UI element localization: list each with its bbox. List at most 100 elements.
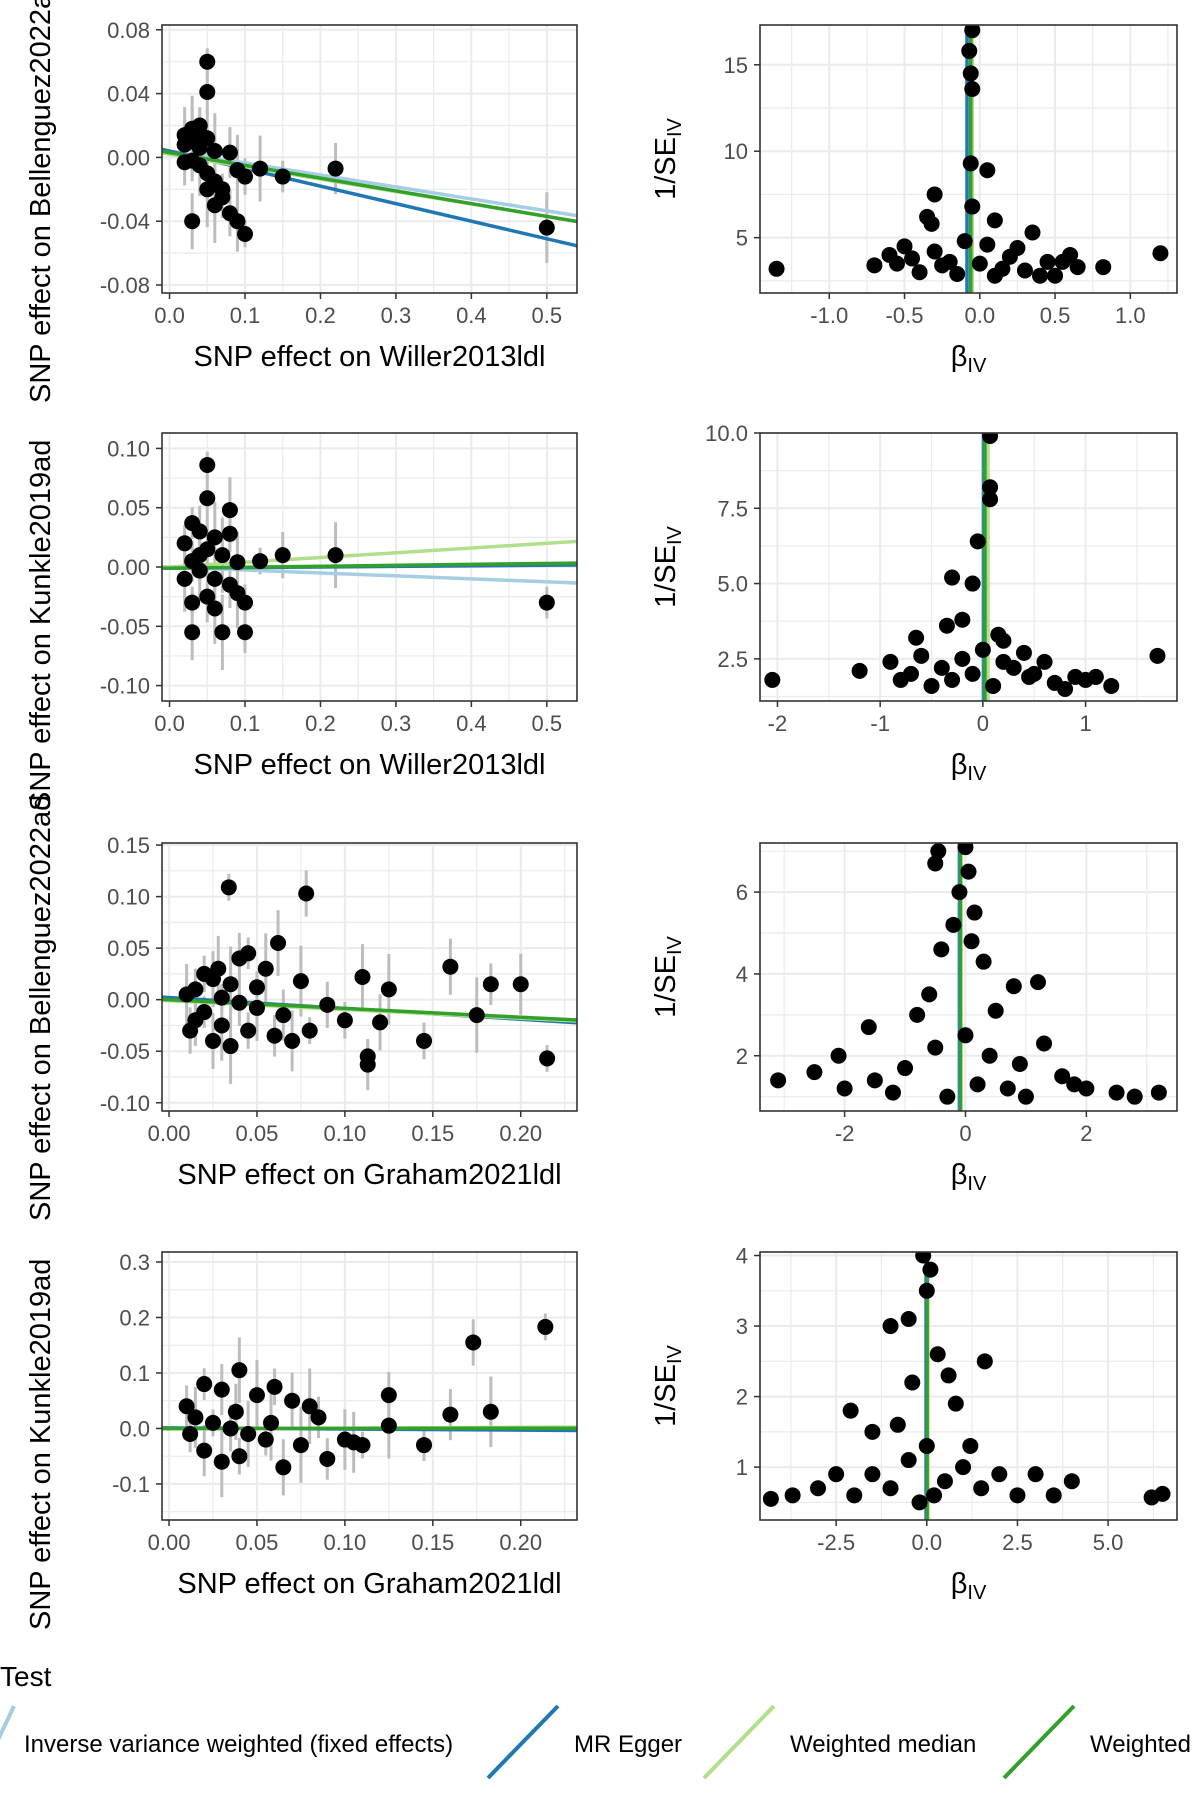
x-axis-title: SNP effect on Graham2021ldl xyxy=(177,1568,561,1600)
data-point xyxy=(944,570,960,586)
data-point xyxy=(930,1346,946,1362)
data-point xyxy=(987,212,1003,228)
data-point xyxy=(769,261,785,277)
x-tick-label: 0.1 xyxy=(230,711,261,736)
data-point xyxy=(231,1362,247,1378)
data-point xyxy=(1030,974,1046,990)
data-point xyxy=(249,1387,265,1403)
data-point xyxy=(1046,1487,1062,1503)
y-tick-label: 10.0 xyxy=(705,421,748,446)
data-point xyxy=(275,547,291,563)
data-point xyxy=(1070,259,1086,275)
data-point xyxy=(921,986,937,1002)
x-tick-label: 0.3 xyxy=(381,711,412,736)
data-point xyxy=(381,981,397,997)
y-axis-title: SNP effect on Bellenguez2022ad xyxy=(25,0,57,403)
data-point xyxy=(302,1023,318,1039)
data-point xyxy=(955,1459,971,1475)
data-point xyxy=(222,145,238,161)
y-tick-label: -0.10 xyxy=(100,674,150,699)
data-point xyxy=(537,1319,553,1335)
data-point xyxy=(222,502,238,518)
data-point xyxy=(973,1480,989,1496)
data-point xyxy=(249,1000,265,1016)
data-point xyxy=(442,959,458,975)
data-point xyxy=(1151,1085,1167,1101)
data-point xyxy=(941,1367,957,1383)
data-point xyxy=(275,169,291,185)
data-point xyxy=(1103,678,1119,694)
data-point xyxy=(1028,1466,1044,1482)
data-point xyxy=(319,1451,335,1467)
data-point xyxy=(1109,1085,1125,1101)
data-point xyxy=(465,1334,481,1350)
data-point xyxy=(883,1480,899,1496)
data-point xyxy=(934,257,950,273)
data-point xyxy=(1078,1080,1094,1096)
data-point xyxy=(770,1072,786,1088)
data-point xyxy=(275,1459,291,1475)
data-point xyxy=(927,1040,943,1056)
data-point xyxy=(922,1262,938,1278)
data-point xyxy=(1149,648,1165,664)
data-point xyxy=(919,1438,935,1454)
data-point xyxy=(890,1417,906,1433)
data-point xyxy=(901,1311,917,1327)
data-point xyxy=(995,633,1011,649)
y-axis-title: SNP effect on Bellenguez2022ad xyxy=(25,795,57,1221)
data-point xyxy=(1000,1080,1016,1096)
data-point xyxy=(1127,1089,1143,1105)
data-point xyxy=(945,917,961,933)
y-tick-label: -0.05 xyxy=(100,614,150,639)
y-tick-label: 0.05 xyxy=(107,936,150,961)
x-tick-label: 0.2 xyxy=(305,711,336,736)
x-tick-label: 2.5 xyxy=(1002,1530,1033,1555)
data-point xyxy=(229,554,245,570)
data-point xyxy=(199,457,215,473)
x-tick-label: 0.20 xyxy=(499,1121,542,1146)
data-point xyxy=(982,1048,998,1064)
data-point xyxy=(207,143,223,159)
data-point xyxy=(965,576,981,592)
data-point xyxy=(354,969,370,985)
data-point xyxy=(284,1393,300,1409)
data-point xyxy=(177,535,193,551)
data-point xyxy=(977,1353,993,1369)
data-point xyxy=(937,1473,953,1489)
x-tick-label: 0.1 xyxy=(230,303,261,328)
data-point xyxy=(249,979,265,995)
data-point xyxy=(199,84,215,100)
data-point xyxy=(1037,654,1053,670)
y-tick-label: 2 xyxy=(736,1385,748,1410)
y-tick-label: 0.0 xyxy=(119,1416,150,1441)
data-point xyxy=(1018,1089,1034,1105)
x-tick-label: 0.5 xyxy=(532,303,563,328)
data-point xyxy=(883,1318,899,1334)
data-point xyxy=(1006,978,1022,994)
data-point xyxy=(882,654,898,670)
data-point xyxy=(381,1387,397,1403)
data-point xyxy=(846,1487,862,1503)
data-point xyxy=(1032,268,1048,284)
data-point xyxy=(252,553,268,569)
x-tick-label: 0.10 xyxy=(323,1530,366,1555)
x-tick-label: -1.0 xyxy=(810,303,848,328)
y-tick-label: -0.04 xyxy=(100,209,150,234)
x-tick-label: 1.0 xyxy=(1115,303,1146,328)
data-point xyxy=(222,526,238,542)
x-tick-label: 0.15 xyxy=(411,1530,454,1555)
data-point xyxy=(904,1374,920,1390)
data-point xyxy=(904,250,920,266)
data-point xyxy=(237,624,253,640)
data-point xyxy=(810,1480,826,1496)
data-point xyxy=(1016,645,1032,661)
data-point xyxy=(483,1404,499,1420)
data-point xyxy=(177,571,193,587)
data-point xyxy=(1021,669,1037,685)
y-tick-label: 0.1 xyxy=(119,1361,150,1386)
data-point xyxy=(939,618,955,634)
data-point xyxy=(337,1012,353,1028)
data-point xyxy=(1006,660,1022,676)
data-point xyxy=(328,161,344,177)
data-point xyxy=(319,997,335,1013)
